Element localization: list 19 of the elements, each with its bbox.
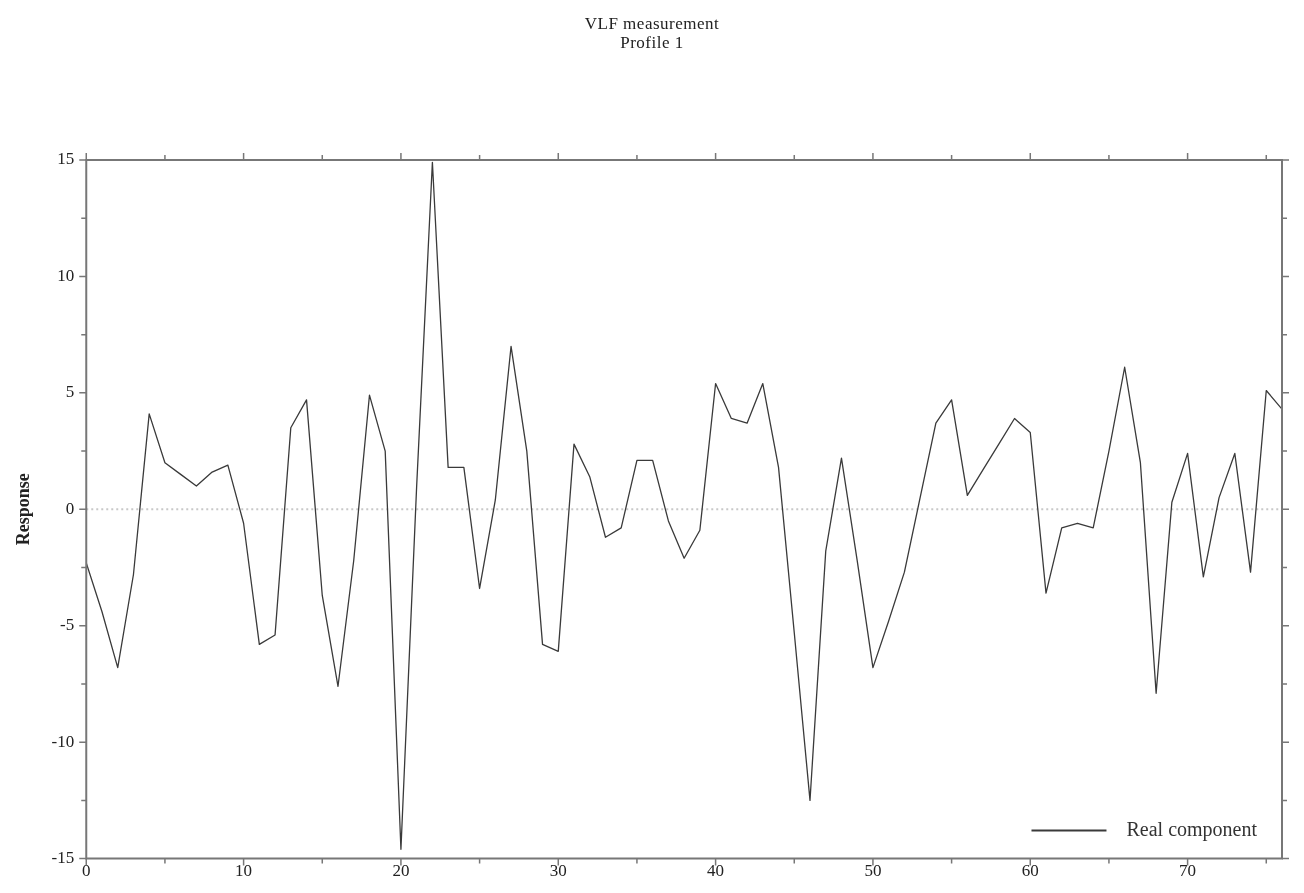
x-tick-label: 60 — [1021, 861, 1039, 881]
y-tick-label: -5 — [60, 615, 75, 635]
y-axis-title: Response — [13, 473, 34, 546]
y-tick-label: 0 — [65, 498, 75, 518]
x-tick-label: 70 — [1179, 861, 1197, 881]
x-tick-label: 0 — [82, 861, 91, 881]
y-tick-label: -10 — [51, 731, 75, 751]
x-tick-label: 40 — [707, 861, 725, 881]
legend-label: Real component — [1126, 817, 1258, 841]
y-tick-label: -15 — [51, 848, 75, 868]
chart-subtitle: Profile 1 — [619, 33, 685, 52]
y-tick-label: 15 — [57, 149, 75, 169]
x-tick-label: 10 — [235, 861, 253, 881]
x-tick-label: 50 — [864, 861, 882, 881]
y-tick-label: 10 — [57, 265, 75, 285]
chart-title: VLF measurement — [583, 14, 721, 33]
y-tick-label: 5 — [65, 382, 75, 402]
x-tick-label: 30 — [549, 861, 567, 881]
x-tick-label: 20 — [392, 861, 410, 881]
